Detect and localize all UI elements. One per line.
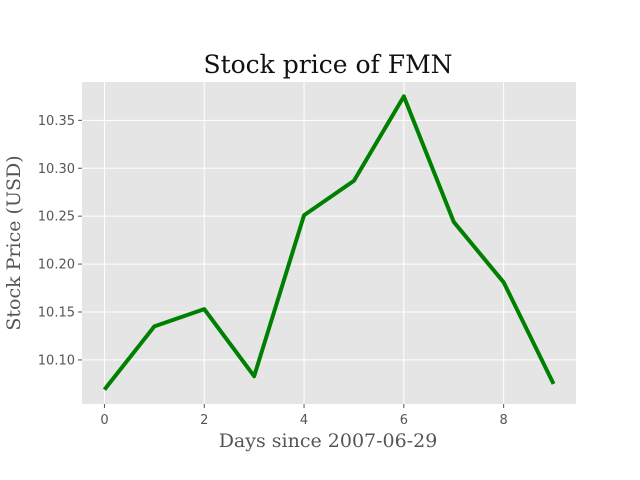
y-tick-label: 10.15 [38, 306, 75, 321]
x-tick-label: 6 [400, 413, 408, 428]
x-axis-label: Days since 2007-06-29 [219, 430, 438, 452]
x-tick-label: 8 [500, 413, 508, 428]
y-tick-label: 10.20 [38, 258, 75, 273]
price-series-line [102, 94, 556, 391]
plot-background [82, 82, 576, 404]
x-tick-label: 4 [300, 413, 308, 428]
y-tick-label: 10.10 [38, 353, 75, 368]
y-tick-label: 10.35 [38, 114, 75, 129]
axis-ticks: 0 2 4 6 8 10.10 10.15 10.20 10.25 10.30 10.35 [38, 114, 508, 428]
x-tick-label: 0 [100, 413, 108, 428]
x-tick-label: 2 [200, 413, 208, 428]
series-layer [102, 94, 556, 391]
chart-title: Stock price of FMN [203, 50, 452, 79]
grid-lines [82, 82, 576, 404]
y-tick-label: 10.25 [38, 210, 75, 225]
y-axis-label: Stock Price (USD) [3, 155, 25, 330]
y-tick-label: 10.30 [38, 162, 75, 177]
